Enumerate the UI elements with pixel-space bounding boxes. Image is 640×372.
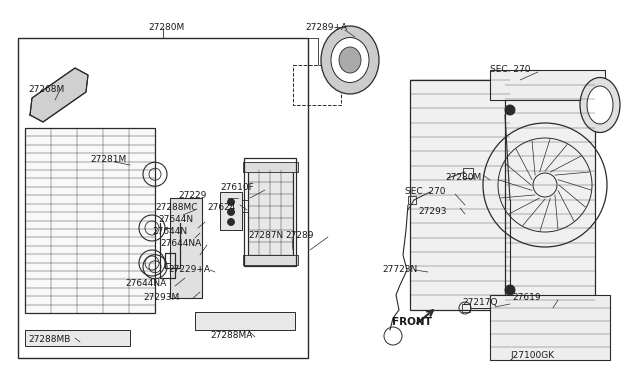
Text: 27293: 27293 xyxy=(418,208,447,217)
Bar xyxy=(244,158,296,266)
Ellipse shape xyxy=(580,77,620,132)
Text: FRONT: FRONT xyxy=(392,317,432,327)
Bar xyxy=(248,170,293,255)
Text: 27624: 27624 xyxy=(207,203,236,212)
Text: 27644NA: 27644NA xyxy=(160,238,201,247)
Text: 27289: 27289 xyxy=(285,231,314,240)
Text: J27100GK: J27100GK xyxy=(510,350,554,359)
Text: 27280M: 27280M xyxy=(445,173,481,183)
Circle shape xyxy=(227,208,234,215)
Text: 27268M: 27268M xyxy=(28,86,64,94)
Bar xyxy=(220,192,242,230)
Text: SEC. 270: SEC. 270 xyxy=(405,187,445,196)
Circle shape xyxy=(505,285,515,295)
Text: 27229+A: 27229+A xyxy=(168,266,210,275)
Text: 27229: 27229 xyxy=(178,192,206,201)
Text: 27288MC: 27288MC xyxy=(155,203,198,212)
Text: 27289+A: 27289+A xyxy=(305,23,347,32)
Text: 27288MB: 27288MB xyxy=(28,336,70,344)
Bar xyxy=(410,80,510,310)
Text: 27610F: 27610F xyxy=(220,183,253,192)
Polygon shape xyxy=(30,68,88,122)
Bar xyxy=(293,65,341,105)
Bar xyxy=(463,168,473,178)
Text: 27288MA: 27288MA xyxy=(210,330,252,340)
Ellipse shape xyxy=(321,26,379,94)
Bar xyxy=(408,196,416,204)
Circle shape xyxy=(505,105,515,115)
Bar xyxy=(243,255,298,265)
Bar xyxy=(18,38,308,358)
Circle shape xyxy=(227,218,234,225)
Text: 27619: 27619 xyxy=(512,294,541,302)
Bar xyxy=(195,312,295,330)
Bar xyxy=(25,128,155,313)
Text: 27644NA: 27644NA xyxy=(125,279,166,289)
Text: 27217Q: 27217Q xyxy=(462,298,497,307)
Text: 27287N: 27287N xyxy=(248,231,284,240)
Text: 27723N: 27723N xyxy=(382,266,417,275)
Text: 27281M: 27281M xyxy=(90,155,126,164)
Text: 27293M: 27293M xyxy=(143,292,179,301)
Circle shape xyxy=(227,199,234,205)
Text: 27280M: 27280M xyxy=(148,23,184,32)
Bar xyxy=(170,198,202,298)
Ellipse shape xyxy=(331,38,369,83)
Text: 27644N: 27644N xyxy=(158,215,193,224)
Bar xyxy=(462,304,470,312)
Text: 27644N: 27644N xyxy=(152,227,187,235)
Ellipse shape xyxy=(339,47,361,73)
Bar xyxy=(490,295,610,360)
Ellipse shape xyxy=(587,86,613,124)
Bar xyxy=(505,85,595,315)
Bar xyxy=(25,330,130,346)
Bar xyxy=(490,70,605,100)
Bar xyxy=(243,162,298,172)
Text: SEC. 270: SEC. 270 xyxy=(490,65,531,74)
